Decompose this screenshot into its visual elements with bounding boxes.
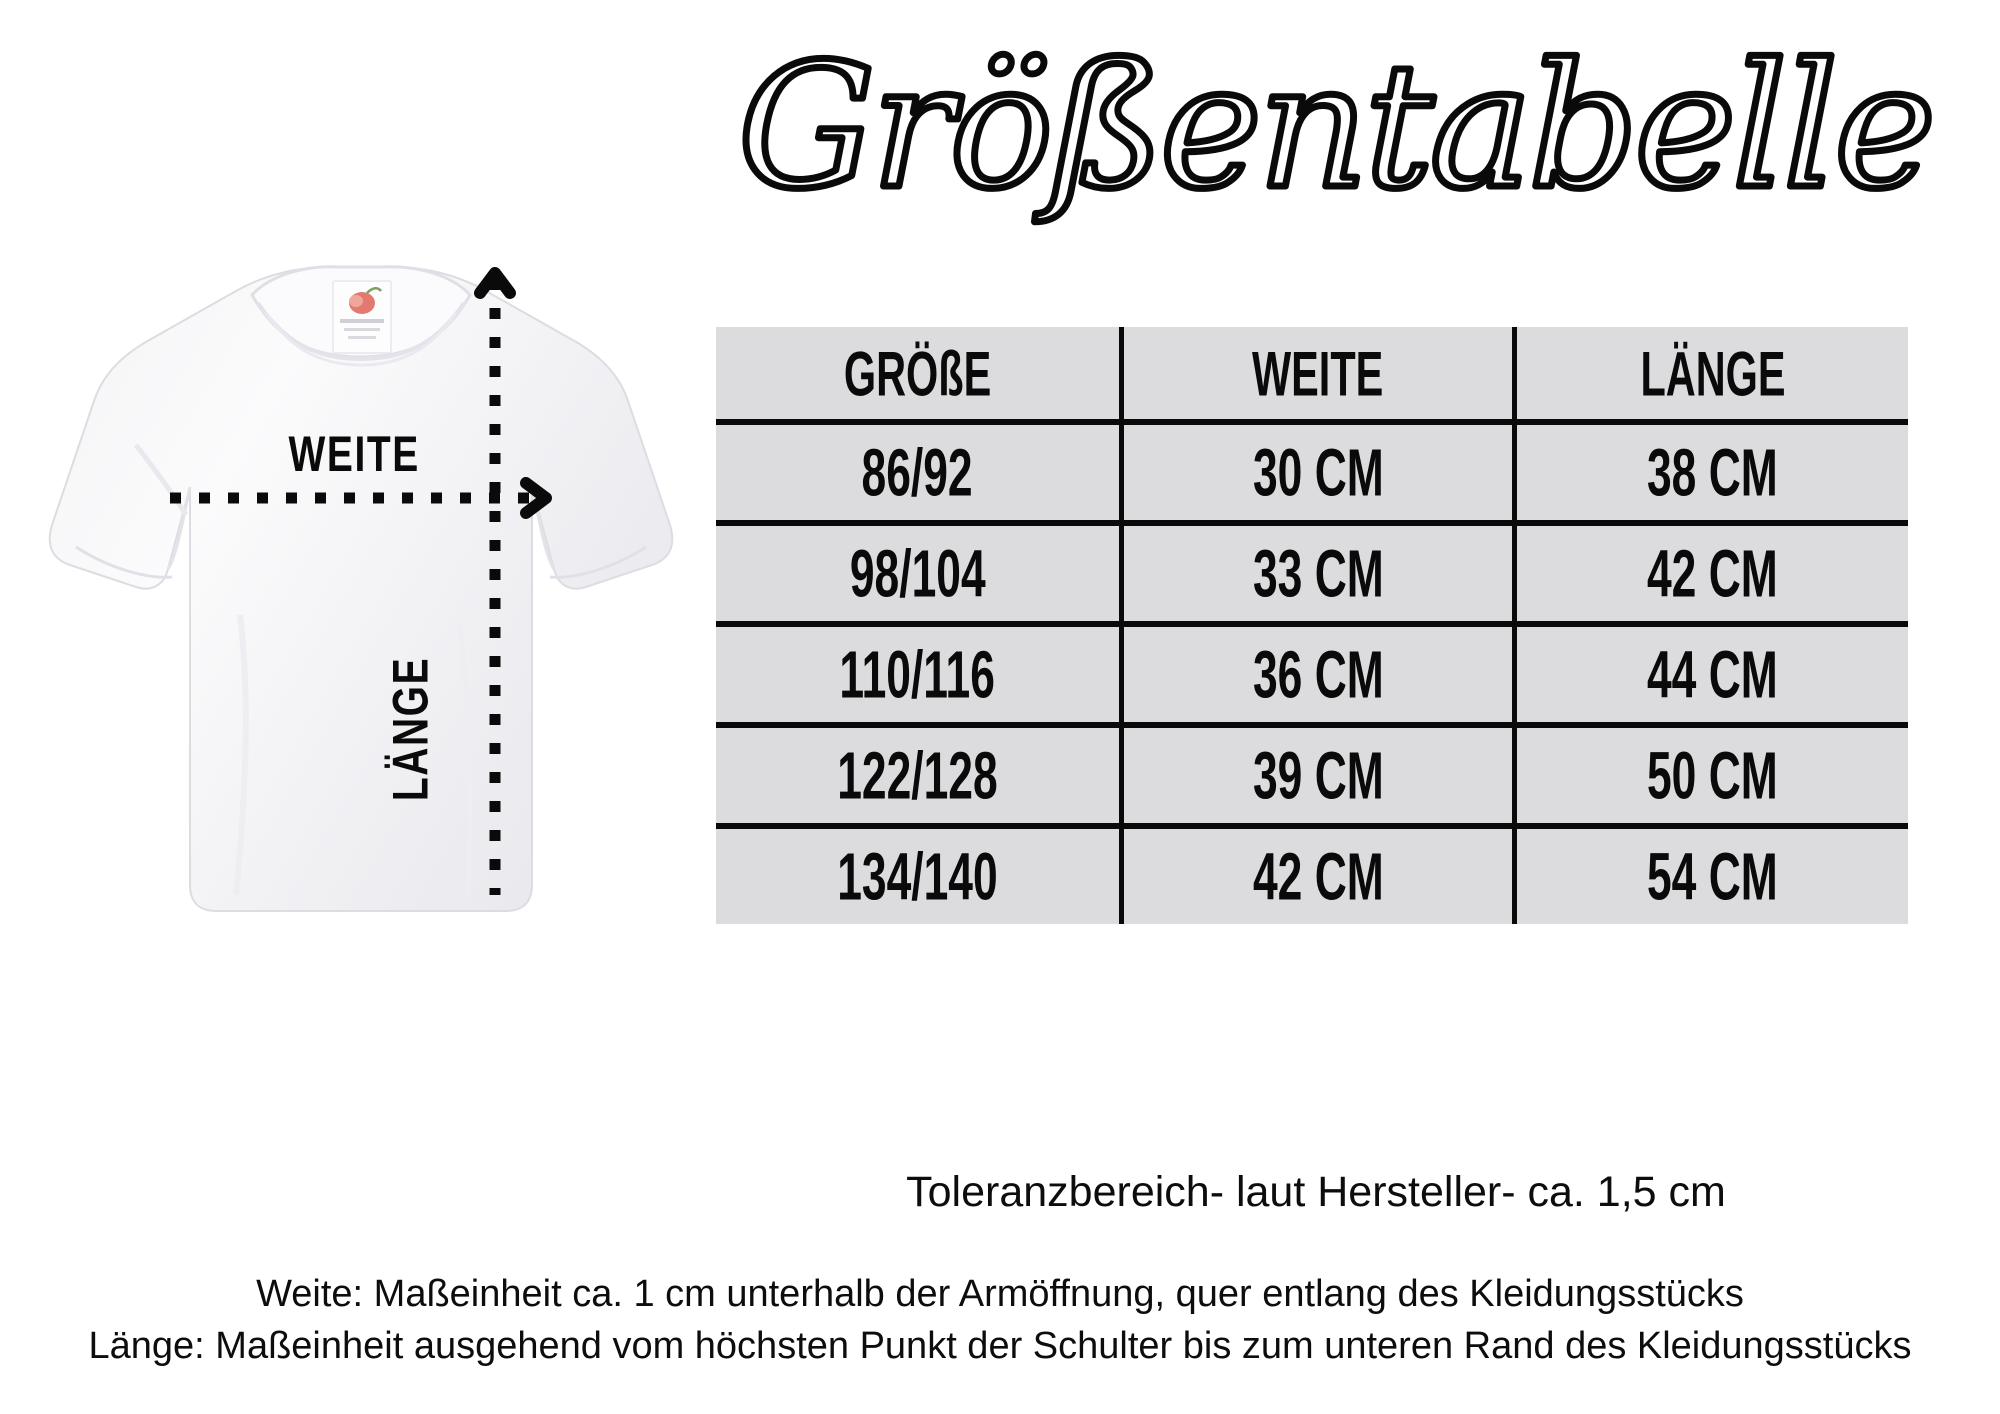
page-title-script: Größentabelle	[735, 23, 1940, 231]
laenge-measurement-note: Länge: Maßeinheit ausgehend vom höchsten…	[88, 1325, 1912, 1367]
cell-laenge: 50 CM	[1514, 722, 1908, 826]
cell-weite: 30 CM	[1118, 419, 1518, 523]
table-row: 122/128 39 CM 50 CM	[716, 722, 1908, 826]
cell-weite: 42 CM	[1118, 823, 1518, 924]
cell-laenge: 44 CM	[1514, 621, 1908, 725]
column-header-size: GRÖßE	[716, 327, 1122, 425]
laenge-arrow-label: LÄNGE	[382, 656, 439, 802]
page-title-label: Größentabelle	[738, 26, 1932, 227]
weite-measurement-note: Weite: Maßeinheit ca. 1 cm unterhalb der…	[256, 1273, 1744, 1315]
table-header-row: GRÖßE WEITE LÄNGE	[716, 327, 1908, 425]
cell-laenge: 38 CM	[1514, 419, 1908, 523]
cell-size: 122/128	[716, 722, 1122, 826]
tshirt-body	[48, 265, 674, 912]
table-row: 134/140 42 CM 54 CM	[716, 823, 1908, 924]
cell-laenge: 42 CM	[1514, 520, 1908, 624]
cell-size: 110/116	[716, 621, 1122, 725]
table-row: 98/104 33 CM 42 CM	[716, 520, 1908, 624]
column-header-weite: WEITE	[1118, 327, 1518, 425]
tolerance-note: Toleranzbereich- laut Hersteller- ca. 1,…	[906, 1168, 1726, 1216]
page-title: Größentabelle	[690, 18, 1980, 248]
weite-arrow-label: WEITE	[288, 426, 420, 482]
cell-weite: 36 CM	[1118, 621, 1518, 725]
cell-size: 98/104	[716, 520, 1122, 624]
cell-weite: 33 CM	[1118, 520, 1518, 624]
brand-neck-label-icon	[332, 280, 392, 354]
cell-size: 86/92	[716, 419, 1122, 523]
cell-laenge: 54 CM	[1514, 823, 1908, 924]
laenge-arrow-head	[474, 267, 516, 299]
tshirt-illustration	[40, 195, 680, 955]
weite-arrow-head	[520, 477, 552, 519]
measurement-arrows	[170, 267, 552, 895]
size-chart-table: GRÖßE WEITE LÄNGE 86/92 30 CM 38 CM 98/1…	[716, 327, 1908, 924]
cell-weite: 39 CM	[1118, 722, 1518, 826]
table-row: 86/92 30 CM 38 CM	[716, 419, 1908, 523]
cell-size: 134/140	[716, 823, 1122, 924]
table-row: 110/116 36 CM 44 CM	[716, 621, 1908, 725]
column-header-laenge: LÄNGE	[1514, 327, 1908, 425]
footer-notes: Weite: Maßeinheit ca. 1 cm unterhalb der…	[0, 1268, 2000, 1372]
